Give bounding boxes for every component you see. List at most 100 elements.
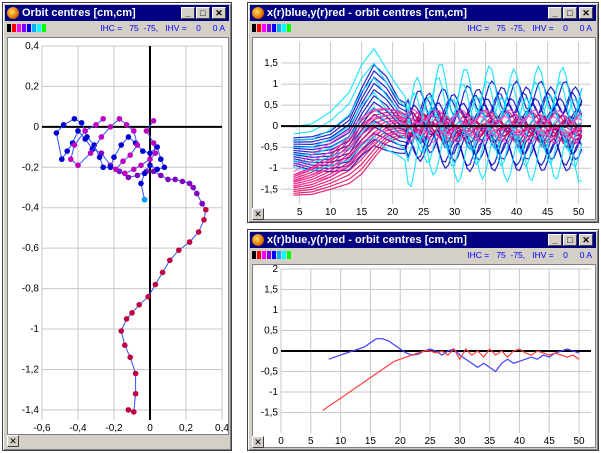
color-swatch[interactable]	[12, 24, 16, 32]
maximize-button[interactable]: □	[196, 7, 210, 19]
orbit-point	[129, 310, 135, 316]
orbit-point	[179, 178, 186, 185]
color-swatch[interactable]	[37, 24, 41, 32]
minimize-button[interactable]: _	[548, 7, 562, 19]
minimize-button[interactable]: _	[181, 7, 195, 19]
orbit-point	[132, 390, 139, 397]
orbit-point	[93, 122, 99, 128]
color-swatch[interactable]	[22, 24, 26, 32]
color-swatch[interactable]	[272, 251, 276, 259]
plot-area[interactable]: -0,6 -0,4 -0,2 0 0,2 0,4 0,4 0,2 0 -0,2 -0,4 -0,6 -0…	[7, 37, 229, 435]
close-button[interactable]: ✕	[212, 7, 226, 19]
maximize-button[interactable]: □	[563, 234, 577, 246]
title-bar[interactable]: x(r)blue,y(r)red - orbit centres [cm,cm]…	[250, 5, 596, 21]
color-swatch[interactable]	[267, 24, 271, 32]
color-swatch[interactable]	[277, 24, 281, 32]
orbit-point	[127, 152, 133, 158]
orbit-point	[107, 164, 114, 171]
close-button[interactable]: ✕	[579, 7, 593, 19]
status-text: IHC = 75 -75, IHV = 0 0 A	[467, 250, 592, 260]
color-swatch[interactable]	[7, 24, 11, 32]
orbit-point	[165, 176, 171, 183]
x-tick-label: -0,2	[105, 423, 123, 434]
color-swatch[interactable]	[252, 24, 256, 32]
orbit-trace-line	[293, 121, 583, 178]
y-tick-label: 2	[272, 265, 278, 275]
orbit-point	[190, 184, 196, 191]
orbit-point	[152, 150, 159, 156]
orbit-point	[140, 148, 146, 154]
color-swatch[interactable]	[257, 24, 261, 32]
orbit-point	[134, 142, 141, 148]
orbit-point	[150, 118, 157, 124]
minimize-button[interactable]: _	[548, 234, 562, 246]
x-tick-label: 15	[365, 436, 377, 447]
y-tick-label: 1	[272, 305, 278, 316]
orbit-point	[138, 180, 144, 187]
maximize-button[interactable]: □	[563, 7, 577, 19]
color-swatch[interactable]	[277, 251, 281, 259]
orbit-point	[136, 301, 142, 308]
orbit-point	[107, 124, 114, 130]
orbit-point	[123, 122, 130, 128]
corner-close-button[interactable]: ✕	[7, 435, 19, 447]
color-swatch[interactable]	[272, 24, 276, 32]
color-swatch[interactable]	[287, 251, 291, 259]
orbit-trace-line	[293, 114, 583, 173]
plot-area[interactable]: 0 5 10 15 20 25 30 35 40 45 50 2 1,5 1 0,5 0 -0,5 -1 -1,5	[252, 264, 596, 448]
color-swatch[interactable]	[262, 251, 266, 259]
orbit-point	[167, 257, 173, 264]
color-swatch[interactable]	[17, 24, 21, 32]
app-icon[interactable]	[252, 7, 264, 19]
corner-close-button[interactable]: ✕	[252, 208, 264, 220]
app-icon[interactable]	[7, 7, 19, 19]
color-swatch[interactable]	[252, 251, 256, 259]
orbit-point	[116, 115, 123, 122]
color-swatch[interactable]	[287, 24, 291, 32]
x-tick-label: 35	[484, 436, 496, 447]
y-tick-label: 0	[272, 121, 278, 132]
orbit-point	[158, 172, 164, 179]
corner-close-button[interactable]: ✕	[252, 436, 264, 448]
title-bar[interactable]: x(r)blue,y(r)red - orbit centres [cm,cm]…	[250, 232, 596, 248]
x-tick-label: 0,2	[179, 423, 193, 434]
orbit-point	[141, 170, 148, 177]
info-row: IHC = 75 -75, IHV = 0 0 A	[252, 23, 594, 35]
orbit-point	[172, 176, 178, 183]
color-swatch[interactable]	[257, 251, 261, 259]
app-icon[interactable]	[252, 234, 264, 246]
window-title: Orbit centres [cm,cm]	[22, 7, 136, 19]
orbit-trace-line	[293, 76, 583, 142]
title-bar[interactable]: Orbit centres [cm,cm] _ □ ✕	[5, 5, 229, 21]
xy-orbit-chart-bottom: 0 5 10 15 20 25 30 35 40 45 50 2 1,5 1 0,5 0 -0,5 -1 -1,5	[261, 265, 591, 447]
y-tick-label: 0,2	[25, 81, 39, 92]
orbit-point	[161, 164, 168, 171]
orbit-path	[120, 203, 207, 413]
close-button[interactable]: ✕	[579, 234, 593, 246]
x-tick-label: 25	[424, 436, 436, 447]
orbit-point	[158, 156, 164, 163]
orbit-trace-line	[293, 47, 583, 128]
y-tick-label: -1,5	[261, 408, 279, 419]
orbit-point	[194, 190, 200, 197]
orbit-point	[87, 150, 94, 156]
color-swatch[interactable]	[42, 24, 46, 32]
x-tick-label: 45	[542, 207, 554, 218]
color-swatch[interactable]	[282, 251, 286, 259]
color-swatch[interactable]	[267, 251, 271, 259]
x-tick-label: 15	[356, 207, 368, 218]
color-swatch[interactable]	[27, 24, 31, 32]
orbit-point	[199, 200, 205, 207]
orbit-point	[75, 128, 81, 134]
orbit-point	[131, 128, 137, 134]
x-tick-label: 30	[449, 207, 461, 218]
color-swatch[interactable]	[32, 24, 36, 32]
x-tick-label: 5	[297, 207, 303, 218]
xy-orbit-window-bottom: x(r)blue,y(r)red - orbit centres [cm,cm]…	[247, 229, 599, 451]
orbit-point	[154, 166, 160, 173]
orbit-point	[131, 409, 137, 415]
y-tick-label: -1,4	[22, 405, 40, 416]
color-swatch[interactable]	[262, 24, 266, 32]
plot-area[interactable]: 5 10 15 20 25 30 35 40 45 50 1,5 1 0,5 0 -0,5 -1 -1,5	[252, 37, 596, 220]
color-swatch[interactable]	[282, 24, 286, 32]
